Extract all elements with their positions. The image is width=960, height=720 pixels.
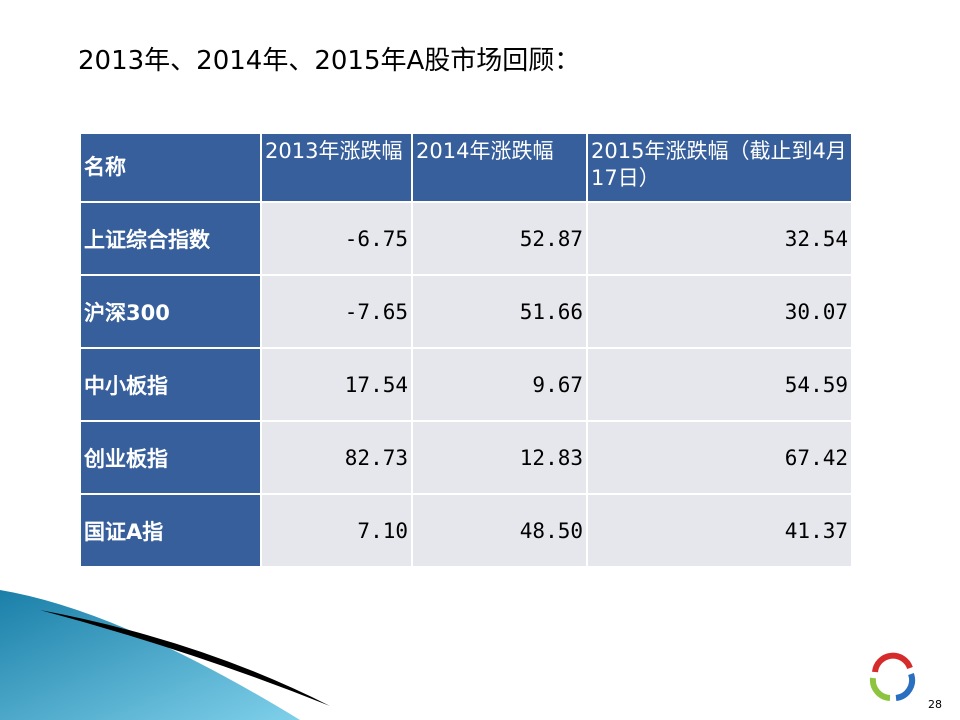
table-body: 上证综合指数 -6.75 52.87 32.54 沪深300 -7.65 51.66 30.0… — [79, 201, 853, 568]
row-name: 沪深300 — [79, 274, 262, 349]
column-header: 2014年涨跌幅 — [411, 132, 588, 203]
row-name: 创业板指 — [79, 420, 262, 495]
page-number: 28 — [928, 698, 942, 711]
table-row: 沪深300 -7.65 51.66 30.07 — [79, 274, 853, 349]
column-header: 2015年涨跌幅（截止到4月17日） — [586, 132, 853, 203]
table-row: 国证A指 7.10 48.50 41.37 — [79, 493, 853, 568]
column-header: 名称 — [79, 132, 262, 203]
cell: 17.54 — [260, 347, 413, 422]
cell: 52.87 — [411, 201, 588, 276]
column-header: 2013年涨跌幅 — [260, 132, 413, 203]
cell: 82.73 — [260, 420, 413, 495]
logo — [869, 652, 916, 701]
cell: 51.66 — [411, 274, 588, 349]
cell: 32.54 — [586, 201, 853, 276]
cell: 12.83 — [411, 420, 588, 495]
row-name: 中小板指 — [79, 347, 262, 422]
cell: 54.59 — [586, 347, 853, 422]
cell: 67.42 — [586, 420, 853, 495]
cell: -7.65 — [260, 274, 413, 349]
cell: 7.10 — [260, 493, 413, 568]
table-row: 上证综合指数 -6.75 52.87 32.54 — [79, 201, 853, 276]
row-name: 上证综合指数 — [79, 201, 262, 276]
header-row: 名称 2013年涨跌幅 2014年涨跌幅 2015年涨跌幅（截止到4月17日） — [79, 132, 853, 203]
row-name: 国证A指 — [79, 493, 262, 568]
table-row: 创业板指 82.73 12.83 67.42 — [79, 420, 853, 495]
cell: 30.07 — [586, 274, 853, 349]
title: 2013年、2014年、2015年A股市场回顾： — [78, 46, 581, 76]
cell: 9.67 — [411, 347, 588, 422]
cell: 48.50 — [411, 493, 588, 568]
wedge — [0, 590, 300, 720]
data-table: 名称 2013年涨跌幅 2014年涨跌幅 2015年涨跌幅（截止到4月17日） … — [79, 132, 853, 568]
cell: 41.37 — [586, 493, 853, 568]
table-row: 中小板指 17.54 9.67 54.59 — [79, 347, 853, 422]
cell: -6.75 — [260, 201, 413, 276]
